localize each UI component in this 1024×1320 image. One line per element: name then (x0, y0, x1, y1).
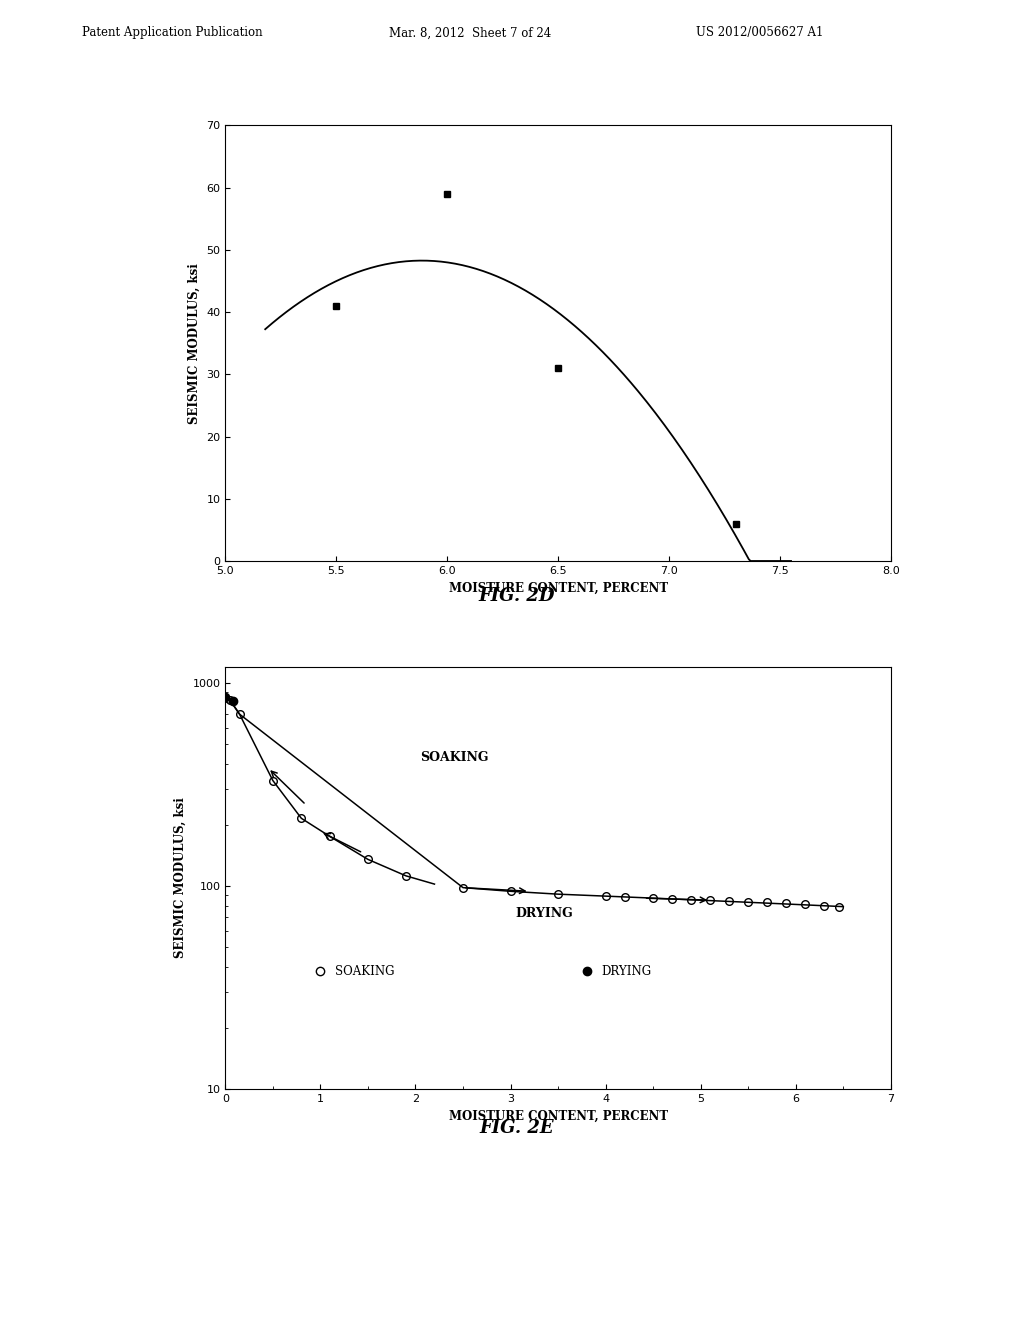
X-axis label: MOISTURE CONTENT, PERCENT: MOISTURE CONTENT, PERCENT (449, 581, 668, 594)
Text: Mar. 8, 2012  Sheet 7 of 24: Mar. 8, 2012 Sheet 7 of 24 (389, 26, 551, 40)
Text: Patent Application Publication: Patent Application Publication (82, 26, 262, 40)
Text: DRYING: DRYING (601, 965, 651, 978)
X-axis label: MOISTURE CONTENT, PERCENT: MOISTURE CONTENT, PERCENT (449, 1109, 668, 1122)
Y-axis label: SEISMIC MODULUS, ksi: SEISMIC MODULUS, ksi (174, 797, 186, 958)
Text: DRYING: DRYING (515, 907, 573, 920)
Text: SOAKING: SOAKING (335, 965, 394, 978)
Text: FIG. 2D: FIG. 2D (479, 587, 555, 606)
Text: US 2012/0056627 A1: US 2012/0056627 A1 (696, 26, 823, 40)
Text: FIG. 2E: FIG. 2E (480, 1119, 554, 1138)
Text: SOAKING: SOAKING (420, 751, 488, 764)
Y-axis label: SEISMIC MODULUS, ksi: SEISMIC MODULUS, ksi (187, 263, 201, 424)
